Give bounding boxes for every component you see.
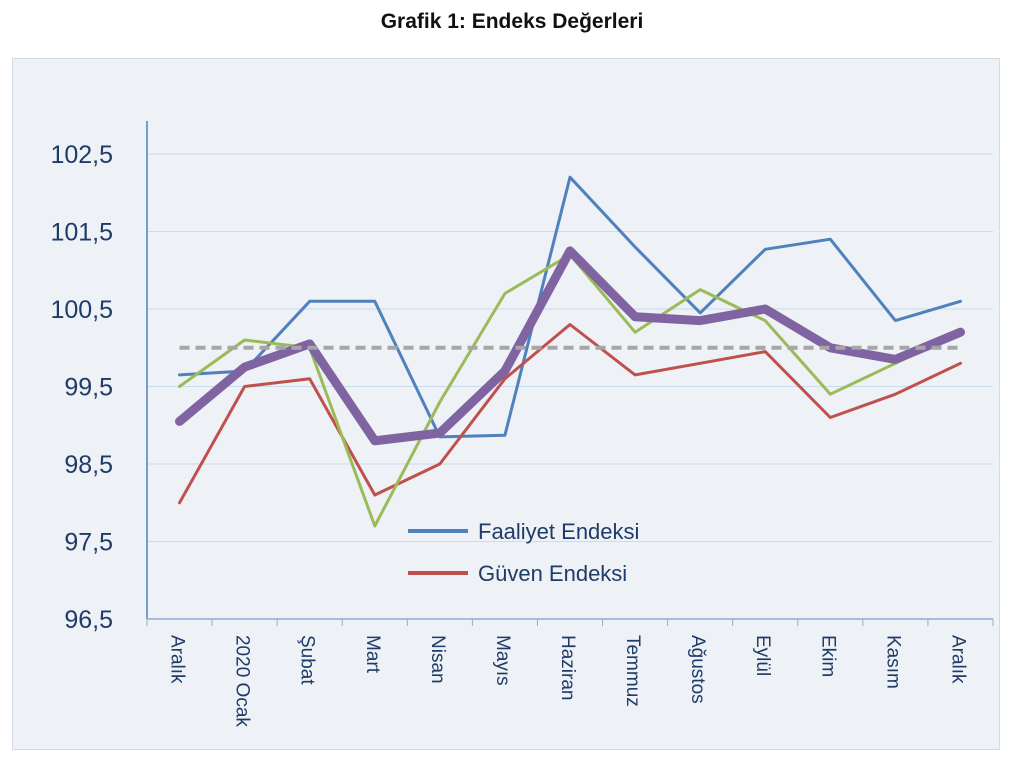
axes [146, 121, 994, 626]
chart-title: Grafik 1: Endeks Değerleri [380, 10, 644, 33]
legend-label: Faaliyet Endeksi [478, 519, 639, 544]
x-tick-label: Haziran [557, 635, 578, 700]
series-line-3 [175, 246, 965, 446]
series-line-0 [178, 175, 962, 439]
y-tick-labels: 102,5 101,5 100,5 99,5 98,5 97,5 96,5 [50, 141, 113, 634]
y-tick-label: 99,5 [64, 374, 113, 402]
x-tick-label: Mayıs [492, 635, 513, 686]
x-tick-label: Aralık [167, 635, 188, 684]
series-line-1 [178, 323, 962, 505]
x-tick-label: Ağustos [687, 635, 708, 704]
y-tick-label: 102,5 [50, 141, 113, 169]
x-tick-label: Kasım [882, 635, 903, 689]
y-tick-label: 100,5 [50, 296, 113, 324]
x-tick-labels: Aralık 2020 Ocak Şubat Mart Nisan Mayıs Hazira… [167, 635, 969, 727]
legend-label: Güven Endeksi [478, 561, 627, 586]
x-tick-label: Nisan [427, 635, 448, 684]
x-tick-label: Aralık [947, 635, 968, 684]
chart-area: 102,5 101,5 100,5 99,5 98,5 97,5 96,5 Aralık 20… [12, 58, 1000, 750]
x-tick-label: Şubat [297, 635, 318, 685]
y-tick-label: 98,5 [64, 451, 113, 479]
x-tick-label: Mart [362, 635, 383, 674]
gridlines [147, 153, 993, 620]
series-lines [175, 175, 965, 528]
line-chart: 102,5 101,5 100,5 99,5 98,5 97,5 96,5 Aralık 20… [50, 121, 994, 727]
x-tick-label: Temmuz [622, 635, 643, 707]
series-line-2 [178, 253, 962, 528]
x-tick-label: Ekim [817, 635, 838, 677]
x-tick-label: 2020 Ocak [232, 635, 253, 727]
y-tick-label: 101,5 [50, 219, 113, 247]
legend: Faaliyet Endeksi Güven Endeksi [408, 519, 639, 586]
y-tick-label: 96,5 [64, 606, 113, 634]
y-tick-label: 97,5 [64, 529, 113, 557]
x-tick-label: Eylül [752, 635, 773, 676]
